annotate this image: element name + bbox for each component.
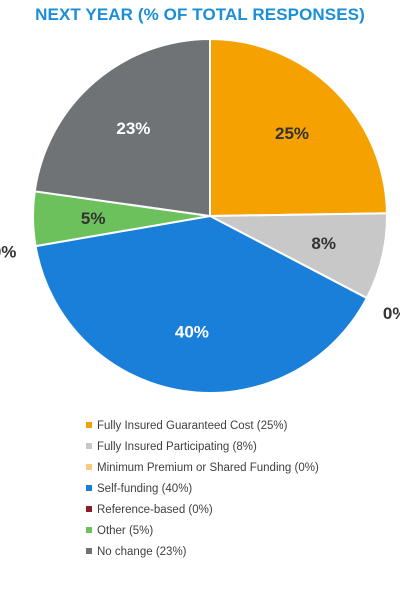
data-label-minimum-premium-or-shared-funding: 0% [383, 304, 400, 323]
legend-label-no-change: No change (23%) [97, 546, 187, 558]
legend-item-fully-insured-guaranteed-cost: Fully Insured Guaranteed Cost (25%) [86, 416, 386, 437]
chart-legend: Fully Insured Guaranteed Cost (25%) Fully… [86, 416, 386, 563]
legend-swatch-self-funding [86, 485, 92, 491]
data-label-fully-insured-participating: 8% [311, 234, 336, 253]
legend-swatch-reference-based [86, 506, 92, 512]
pie-chart: 25% 8% 0% 40% 0% 5% 23% [0, 37, 400, 394]
data-label-reference-based: 0% [0, 243, 16, 262]
legend-label-fully-insured-participating: Fully Insured Participating (8%) [97, 441, 257, 453]
legend-label-self-funding: Self-funding (40%) [97, 483, 193, 495]
legend-item-minimum-premium-or-shared-funding: Minimum Premium or Shared Funding (0%) [86, 458, 386, 479]
legend-label-minimum-premium-or-shared-funding: Minimum Premium or Shared Funding (0%) [97, 462, 319, 474]
data-label-no-change: 23% [116, 119, 150, 138]
legend-swatch-fully-insured-guaranteed-cost [86, 422, 92, 428]
legend-label-fully-insured-guaranteed-cost: Fully Insured Guaranteed Cost (25%) [97, 420, 288, 432]
legend-label-other: Other (5%) [97, 525, 154, 537]
legend-item-no-change: No change (23%) [86, 542, 386, 563]
legend-item-other: Other (5%) [86, 521, 386, 542]
pie-slice-self-funding [34, 214, 369, 394]
legend-label-reference-based: Reference-based (0%) [97, 504, 213, 516]
legend-swatch-other [86, 527, 92, 533]
legend-item-self-funding: Self-funding (40%) [86, 479, 386, 500]
data-label-other: 5% [81, 209, 106, 228]
pie-slice-no-change [33, 37, 211, 218]
pie-slice-fully-insured-guaranteed-cost [209, 37, 388, 218]
legend-item-reference-based: Reference-based (0%) [86, 500, 386, 521]
data-label-fully-insured-guaranteed-cost: 25% [275, 124, 309, 143]
legend-swatch-fully-insured-participating [86, 443, 92, 449]
legend-item-fully-insured-participating: Fully Insured Participating (8%) [86, 437, 386, 458]
data-label-self-funding: 40% [175, 322, 209, 341]
legend-swatch-no-change [86, 548, 92, 554]
chart-title: NEXT YEAR (% OF TOTAL RESPONSES) [35, 5, 365, 24]
legend-swatch-minimum-premium-or-shared-funding [86, 464, 92, 470]
